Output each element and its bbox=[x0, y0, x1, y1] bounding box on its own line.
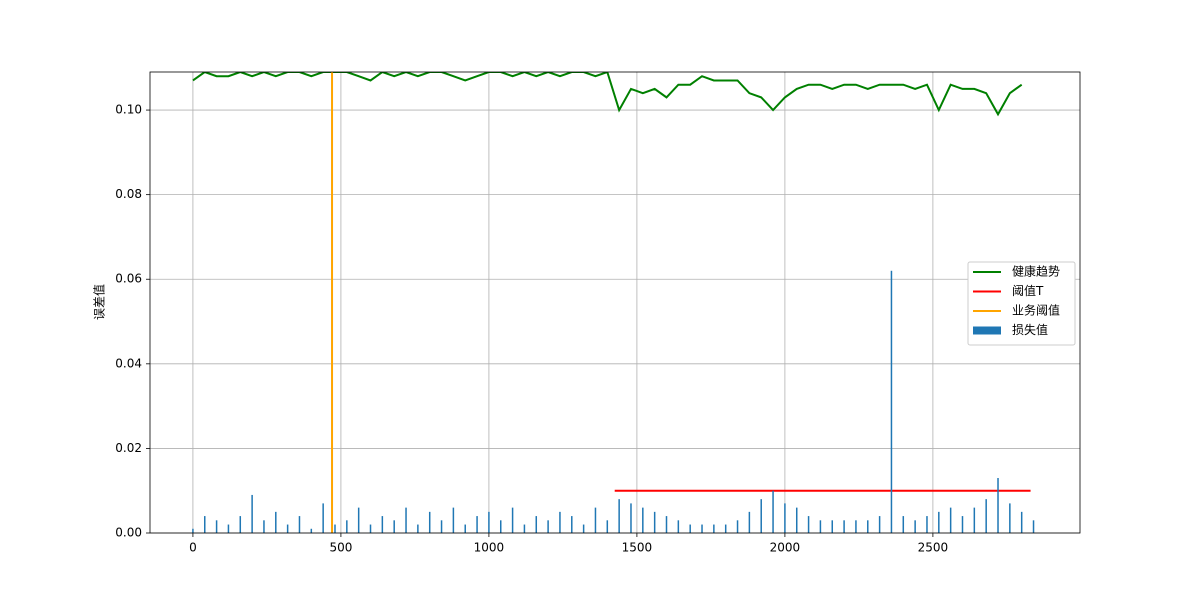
bar bbox=[215, 520, 218, 533]
bar bbox=[938, 511, 940, 533]
legend-swatch bbox=[973, 326, 1001, 335]
bar bbox=[713, 524, 715, 533]
bar bbox=[357, 507, 360, 533]
plot-area bbox=[192, 72, 1035, 533]
bar bbox=[464, 524, 466, 533]
bar bbox=[748, 511, 751, 533]
bar bbox=[819, 520, 822, 533]
bar bbox=[642, 507, 644, 533]
bar bbox=[476, 516, 478, 533]
x-tick-label: 500 bbox=[329, 541, 352, 555]
bar bbox=[559, 511, 561, 533]
x-tick-label: 0 bbox=[189, 541, 197, 555]
bar bbox=[334, 524, 336, 533]
bar bbox=[511, 507, 514, 533]
bar bbox=[275, 511, 277, 533]
bar bbox=[606, 520, 609, 533]
bar bbox=[855, 520, 857, 533]
bar bbox=[1032, 520, 1035, 533]
bar bbox=[997, 478, 999, 533]
bar bbox=[784, 503, 786, 533]
bar bbox=[428, 511, 431, 533]
bar bbox=[263, 520, 265, 533]
bar bbox=[736, 520, 739, 533]
y-axis-label: 误差值 bbox=[92, 284, 107, 320]
bar bbox=[440, 520, 443, 533]
bar bbox=[488, 511, 490, 533]
x-tick-label: 1000 bbox=[474, 541, 505, 555]
bar bbox=[878, 516, 881, 533]
bar bbox=[653, 511, 656, 533]
y-tick-label: 0.08 bbox=[115, 187, 142, 201]
bar bbox=[298, 516, 301, 533]
x-tick-label: 2500 bbox=[918, 541, 949, 555]
bar bbox=[192, 528, 194, 533]
bar bbox=[405, 507, 407, 533]
bar bbox=[204, 516, 206, 533]
bar bbox=[369, 524, 372, 533]
bar bbox=[665, 516, 668, 533]
bar bbox=[961, 516, 964, 533]
bar bbox=[701, 524, 703, 533]
bar bbox=[677, 520, 680, 533]
y-tick-label: 0.04 bbox=[115, 356, 142, 370]
legend-label: 损失值 bbox=[1012, 322, 1048, 337]
bar bbox=[772, 490, 774, 533]
bar bbox=[867, 520, 869, 533]
bar bbox=[985, 499, 987, 533]
bar bbox=[523, 524, 526, 533]
legend-label: 健康趋势 bbox=[1012, 264, 1060, 279]
bar bbox=[417, 524, 419, 533]
bar bbox=[239, 516, 242, 533]
legend-label: 阈值T bbox=[1012, 283, 1044, 298]
y-tick-label: 0.00 bbox=[115, 526, 142, 540]
bar bbox=[807, 516, 810, 533]
bar bbox=[346, 520, 348, 533]
x-tick-label: 2000 bbox=[770, 541, 801, 555]
legend-box bbox=[967, 261, 1076, 346]
bar bbox=[890, 270, 893, 533]
y-tick-label: 0.06 bbox=[115, 272, 142, 286]
x-tick-label: 1500 bbox=[622, 541, 653, 555]
bar bbox=[571, 516, 573, 533]
bar bbox=[902, 516, 905, 533]
bar bbox=[310, 528, 313, 533]
bar bbox=[630, 503, 632, 533]
bar bbox=[582, 524, 585, 533]
bar bbox=[452, 507, 455, 533]
bar bbox=[1009, 503, 1011, 533]
bar bbox=[795, 507, 798, 533]
bar bbox=[689, 524, 691, 533]
plot-frame bbox=[149, 71, 1081, 534]
bar bbox=[594, 507, 597, 533]
bar bbox=[535, 516, 538, 533]
y-tick-label: 0.10 bbox=[115, 103, 142, 117]
bar bbox=[499, 520, 502, 533]
bar bbox=[322, 503, 324, 533]
legend-label: 业务阈值 bbox=[1012, 303, 1060, 318]
bar bbox=[227, 524, 230, 533]
bar bbox=[949, 507, 952, 533]
bar bbox=[831, 520, 834, 533]
bar bbox=[251, 494, 253, 533]
bar bbox=[393, 520, 395, 533]
bar bbox=[914, 520, 916, 533]
bar bbox=[381, 516, 384, 533]
bar bbox=[286, 524, 289, 533]
bar bbox=[973, 507, 976, 533]
bar bbox=[724, 524, 727, 533]
bar bbox=[760, 499, 762, 533]
bar bbox=[1020, 511, 1023, 533]
line bbox=[192, 72, 1023, 117]
bar bbox=[843, 520, 845, 533]
bar bbox=[618, 499, 620, 533]
bar bbox=[547, 520, 549, 533]
y-tick-label: 0.02 bbox=[115, 441, 142, 455]
bar bbox=[926, 516, 928, 533]
